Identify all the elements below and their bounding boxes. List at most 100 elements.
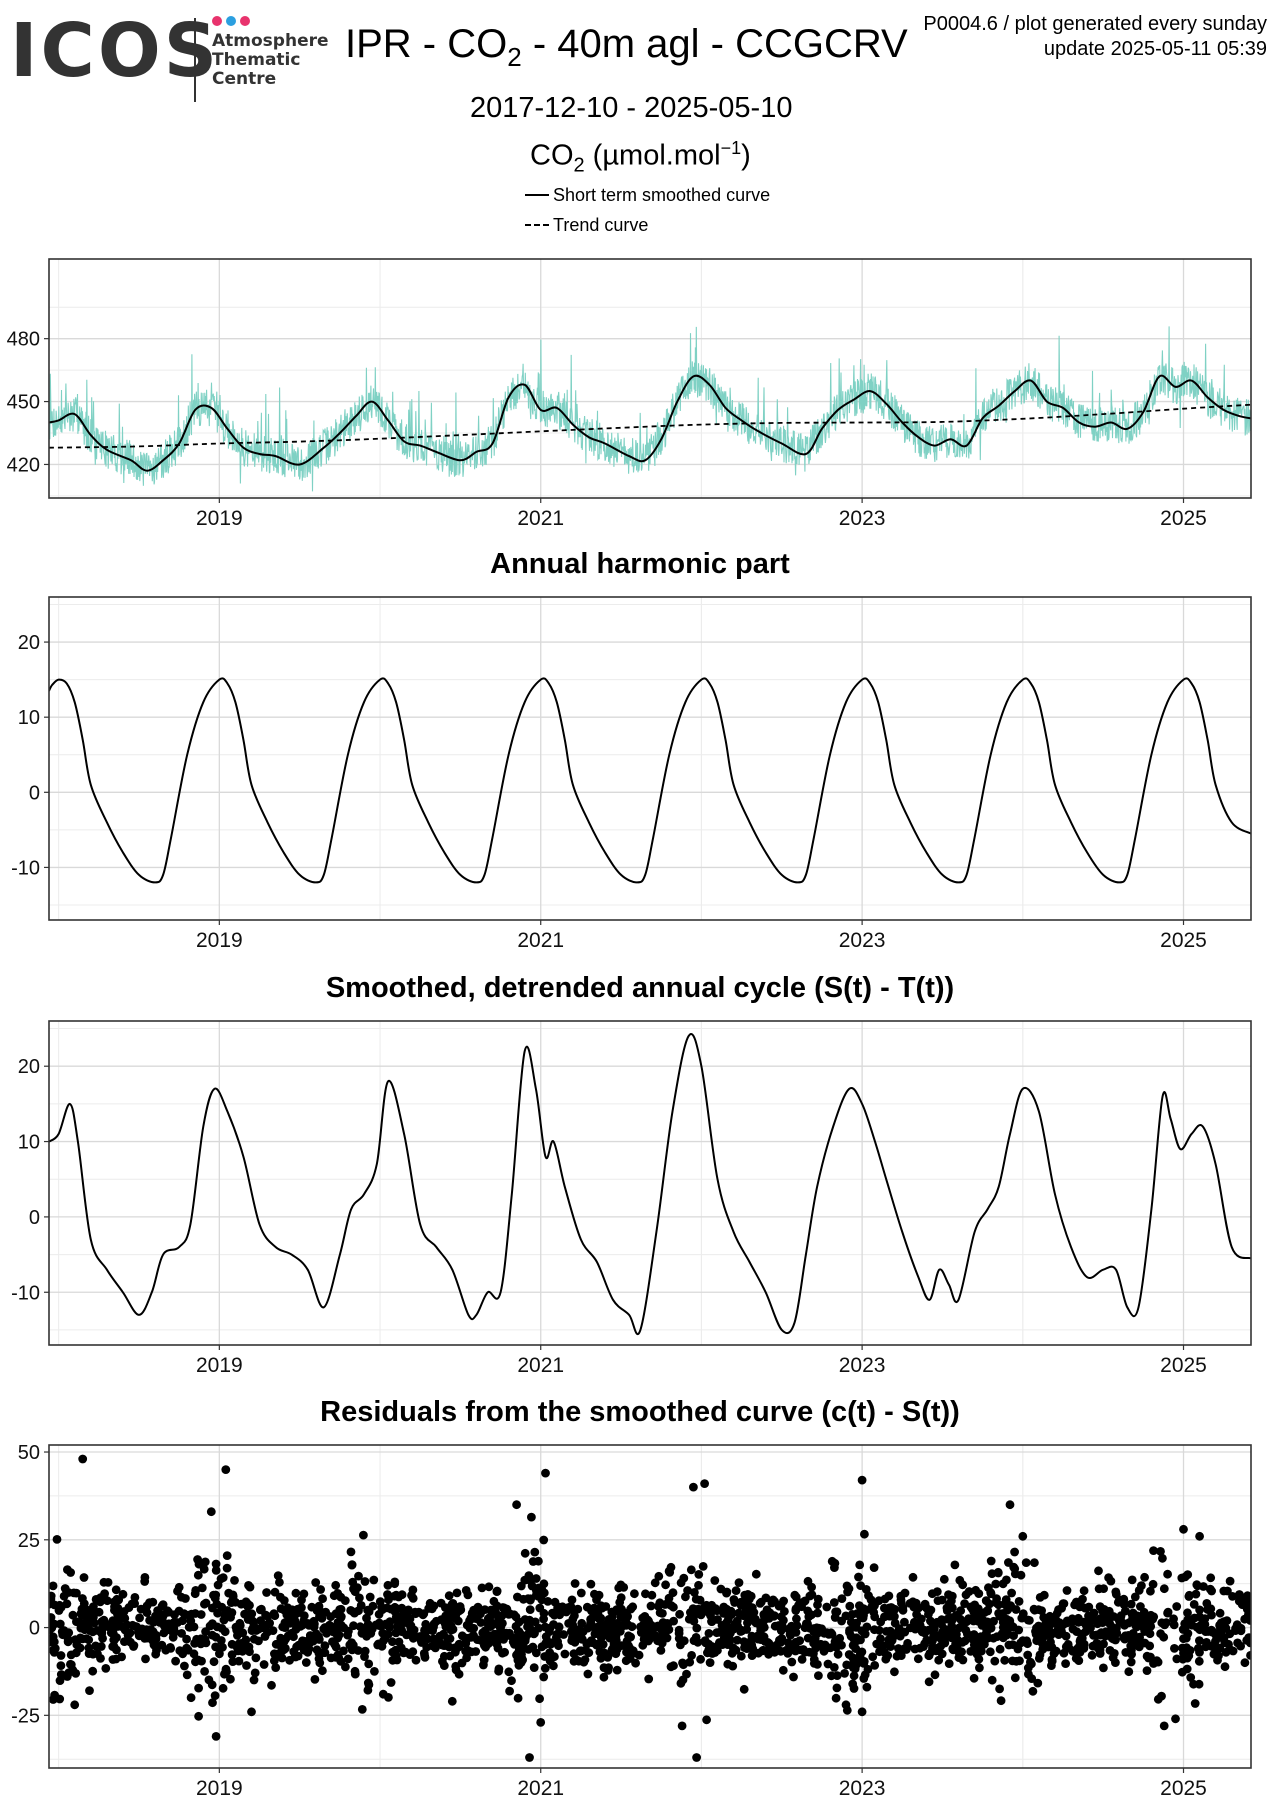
residual-point [1022, 1636, 1032, 1646]
residual-point [1134, 1642, 1144, 1652]
residual-point [467, 1608, 477, 1618]
residual-point [744, 1602, 754, 1611]
residual-point [186, 1693, 196, 1703]
residual-point [1195, 1648, 1204, 1657]
residual-point [111, 1585, 121, 1595]
residual-point [1195, 1612, 1205, 1622]
residual-point [855, 1601, 864, 1610]
residual-point [208, 1698, 217, 1708]
residual-point [1202, 1638, 1211, 1647]
residual-point [689, 1636, 699, 1645]
residual-point [700, 1636, 710, 1645]
residual-point [996, 1696, 1006, 1706]
residual-point [832, 1683, 842, 1693]
residual-point [388, 1655, 398, 1665]
residual-point [1041, 1628, 1050, 1638]
residual-point [705, 1658, 715, 1667]
residual-point [455, 1606, 464, 1616]
residual-point [256, 1616, 265, 1625]
residual-point [270, 1611, 280, 1621]
residual-point [384, 1595, 393, 1605]
residual-point [373, 1640, 383, 1650]
residual-point [569, 1606, 579, 1616]
residual-point [702, 1600, 711, 1610]
residual-point [937, 1649, 947, 1659]
residual-point [505, 1686, 514, 1696]
residual-point [669, 1616, 678, 1626]
logo-sub-line: Thematic [212, 50, 301, 70]
residual-point [1005, 1616, 1015, 1626]
residual-point [377, 1602, 386, 1612]
residual-point [89, 1618, 99, 1628]
residual-point [859, 1674, 869, 1683]
residual-point [855, 1560, 865, 1570]
residual-point [589, 1603, 599, 1613]
residual-point [233, 1631, 242, 1640]
residual-point [986, 1588, 996, 1597]
residual-point [142, 1608, 152, 1617]
residual-point [386, 1678, 396, 1687]
residual-point [132, 1622, 142, 1632]
residual-point [425, 1624, 435, 1634]
residual-point [190, 1639, 200, 1648]
residual-point [958, 1580, 968, 1590]
residual-point [529, 1663, 539, 1672]
residual-point [78, 1594, 87, 1603]
residual-point [1199, 1582, 1208, 1591]
residual-point [108, 1642, 118, 1651]
residual-point [807, 1610, 816, 1620]
residual-point [484, 1582, 494, 1592]
residual-point [374, 1609, 384, 1619]
logo-dot-icon [212, 16, 222, 26]
residual-point [452, 1588, 462, 1598]
residual-point [425, 1598, 435, 1608]
residual-point [1246, 1616, 1251, 1625]
residual-point [924, 1651, 934, 1661]
residual-point [1109, 1649, 1119, 1658]
residual-point [1061, 1642, 1071, 1652]
residual-point [1026, 1657, 1035, 1667]
residual-point [499, 1603, 509, 1613]
residual-point [206, 1507, 216, 1517]
residual-point [831, 1642, 841, 1652]
residual-point [628, 1602, 638, 1612]
residual-point [350, 1669, 360, 1679]
residual-point [445, 1651, 455, 1661]
residual-point [894, 1644, 903, 1653]
residual-point [1153, 1694, 1163, 1704]
x-tick-label: 2019 [196, 507, 243, 530]
residual-point [686, 1565, 696, 1575]
panel-border [48, 1444, 1252, 1769]
residual-point [79, 1573, 89, 1582]
residual-point [441, 1622, 451, 1632]
residual-point [66, 1568, 75, 1577]
residual-point [534, 1556, 543, 1566]
residual-point [798, 1645, 808, 1654]
residual-point [284, 1612, 294, 1621]
residual-point [1013, 1644, 1023, 1654]
residual-point [890, 1667, 899, 1677]
residual-point [666, 1562, 676, 1572]
residual-point [570, 1579, 580, 1588]
residual-point [784, 1624, 794, 1634]
residual-point [1177, 1573, 1187, 1583]
y-tick-label: 50 [18, 1442, 40, 1464]
residual-point [820, 1640, 830, 1650]
residual-point [312, 1645, 322, 1655]
residual-point [511, 1612, 521, 1622]
residual-point [1054, 1630, 1064, 1639]
residual-point [434, 1637, 444, 1647]
x-tick-label: 2021 [517, 1354, 564, 1377]
residual-point [1195, 1605, 1204, 1615]
residual-point [388, 1637, 397, 1647]
residual-point [1043, 1640, 1053, 1650]
residual-point [874, 1625, 884, 1635]
residual-point [1028, 1686, 1038, 1696]
residual-point [241, 1641, 251, 1650]
residual-point [102, 1596, 112, 1606]
residual-point [908, 1572, 918, 1582]
residual-point [149, 1617, 159, 1627]
residual-point [49, 1613, 56, 1622]
residual-point [937, 1619, 946, 1629]
residual-point [1005, 1500, 1015, 1510]
